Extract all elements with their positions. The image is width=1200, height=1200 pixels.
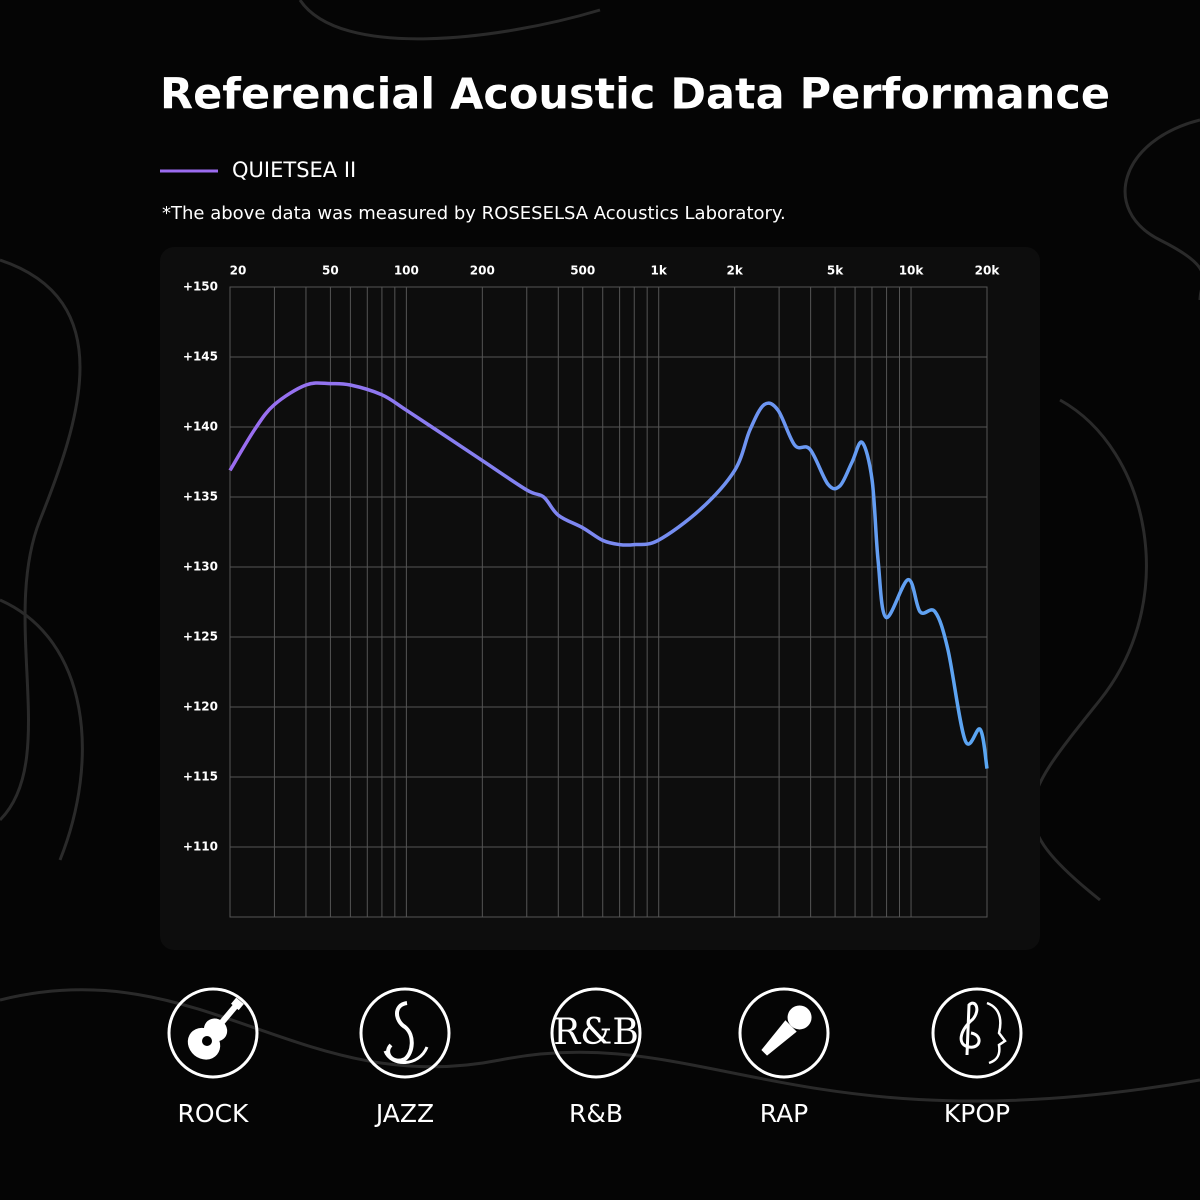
title: Referencial Acoustic Data Performance bbox=[160, 70, 1110, 120]
kpop-icon bbox=[931, 987, 1023, 1079]
jazz-icon bbox=[359, 987, 451, 1079]
y-tick-label: +120 bbox=[183, 700, 218, 714]
plot: +110 +115 +120 +125 +130 +135 +140 +145 +150 20 50… bbox=[183, 264, 1001, 917]
chart-panel bbox=[160, 247, 1040, 950]
x-tick-label: 200 bbox=[470, 264, 495, 278]
genre-label: ROCK bbox=[178, 1099, 250, 1128]
y-tick-label: +150 bbox=[183, 280, 218, 294]
x-tick-label: 2k bbox=[726, 264, 743, 278]
x-tick-label: 20k bbox=[975, 264, 1001, 278]
y-tick-label: +130 bbox=[183, 560, 218, 574]
y-tick-label: +145 bbox=[183, 350, 218, 364]
genre-label: KPOP bbox=[944, 1099, 1010, 1128]
rap-icon bbox=[738, 987, 830, 1079]
x-tick-label: 20 bbox=[230, 264, 247, 278]
response-curve bbox=[228, 381, 989, 769]
x-tick-label: 10k bbox=[899, 264, 925, 278]
y-tick-label: +135 bbox=[183, 490, 218, 504]
genres: R&B bbox=[167, 987, 1023, 1079]
rock-icon bbox=[167, 987, 259, 1079]
x-tick-label: 500 bbox=[570, 264, 595, 278]
rnb-icon: R&B bbox=[550, 987, 642, 1079]
rnb-icon-text: R&B bbox=[553, 1012, 639, 1053]
x-tick-label: 1k bbox=[651, 264, 668, 278]
genre-label: JAZZ bbox=[374, 1099, 434, 1128]
y-tick-label: +125 bbox=[183, 630, 218, 644]
genre-label: RAP bbox=[760, 1099, 809, 1128]
legend-label: QUIETSEA II bbox=[232, 158, 356, 182]
footnote: *The above data was measured by ROSESELS… bbox=[162, 203, 786, 224]
y-tick-label: +110 bbox=[183, 840, 218, 854]
y-tick-label: +140 bbox=[183, 420, 218, 434]
x-tick-label: 100 bbox=[394, 264, 419, 278]
genre-labels: ROCK JAZZ R&B RAP KPOP bbox=[178, 1099, 1011, 1128]
y-tick-label: +115 bbox=[183, 770, 218, 784]
x-tick-label: 5k bbox=[827, 264, 844, 278]
genre-label: R&B bbox=[569, 1099, 623, 1128]
x-tick-label: 50 bbox=[322, 264, 339, 278]
